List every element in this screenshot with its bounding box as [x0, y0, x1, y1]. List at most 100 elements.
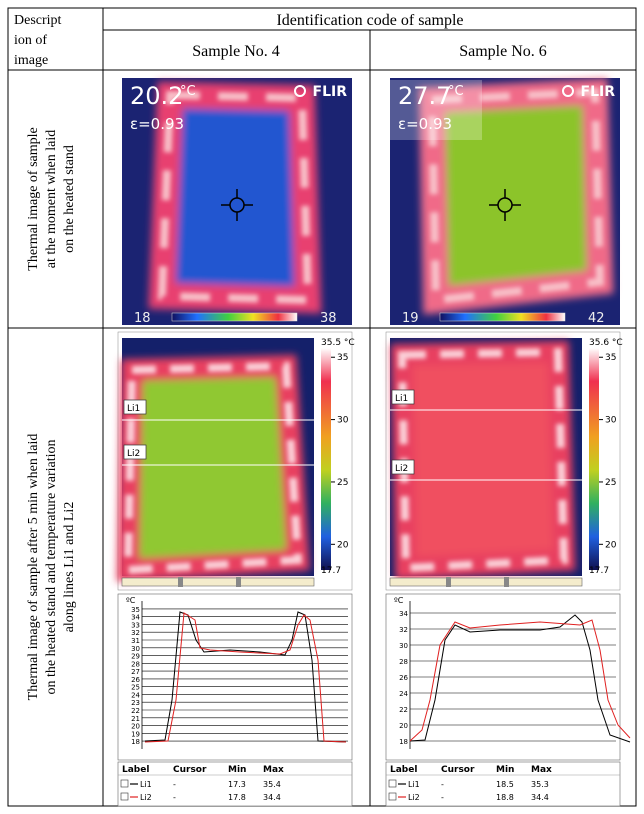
line-label: Li2 [127, 449, 140, 459]
legend-header: Cursor [173, 765, 207, 775]
legend-cell: - [441, 780, 444, 789]
temperature-unit: °C [448, 84, 464, 99]
colorbar-tick-label: 35 [337, 353, 348, 363]
chart-unit: ºC [126, 596, 136, 605]
y-tick-label: 26 [399, 674, 408, 682]
temperature: 20.2 [130, 82, 183, 110]
scale-max: 42 [588, 311, 605, 326]
colorbar-min: 17.7 [589, 566, 609, 576]
y-tick-label: 28 [399, 658, 408, 666]
color-scale [172, 313, 297, 321]
y-tick-label: 34 [131, 614, 140, 622]
scroll-thumb [178, 577, 183, 587]
legend-cell: 17.3 [228, 780, 246, 789]
legend-cell: Li2 [140, 793, 152, 802]
row-label-line: at the moment when laid [44, 130, 59, 268]
legend-cell: 34.4 [531, 793, 549, 802]
legend-header: Min [496, 765, 514, 775]
row-label-line: Thermal image of sample [26, 127, 41, 270]
colorbar-tick-label: 30 [605, 416, 617, 426]
header-description: Descript [14, 13, 62, 28]
document-table: Descript ion of image Identification cod… [0, 0, 644, 814]
colorbar [321, 348, 331, 570]
y-tick-label: 34 [399, 610, 408, 618]
legend-checkbox [121, 793, 128, 800]
legend-cell: Li1 [140, 780, 152, 789]
y-tick-label: 27 [131, 668, 140, 676]
colorbar-tick-label: 25 [605, 478, 616, 488]
legend-header: Cursor [441, 765, 475, 775]
legend-cell: 35.3 [531, 780, 549, 789]
scale-min: 19 [402, 311, 419, 326]
scale-max: 38 [320, 311, 337, 326]
scrollbar [122, 578, 314, 586]
row-label-line: along lines Li1 and Li2 [62, 502, 77, 633]
page: { "table": { "header": { "description": … [0, 0, 644, 814]
legend-checkbox [389, 780, 396, 787]
scroll-thumb [504, 577, 509, 587]
sample-name: Sample No. 4 [192, 43, 280, 60]
legend-cell: - [173, 793, 176, 802]
colorbar-tick-label: 25 [337, 478, 348, 488]
legend-cell: 34.4 [263, 793, 281, 802]
legend-header: Label [390, 765, 417, 775]
legend-header: Max [531, 765, 552, 775]
header-identification: Identification code of sample [276, 12, 463, 29]
colorbar [589, 348, 599, 570]
row-label-line: on the heated stand [62, 145, 77, 253]
emissivity: ε=0.93 [130, 115, 184, 133]
y-tick-label: 22 [131, 707, 140, 715]
line-label: Li2 [395, 464, 408, 474]
sample-frame [128, 366, 298, 570]
legend-cell: Li2 [408, 793, 420, 802]
header-description: ion of [14, 33, 47, 48]
y-tick-label: 32 [131, 629, 140, 637]
scrollbar [390, 578, 582, 586]
brand: FLIR [313, 84, 348, 100]
colorbar-max: 35.6 °C [589, 338, 623, 348]
y-tick-label: 20 [131, 723, 140, 731]
legend-header: Min [228, 765, 246, 775]
y-tick-label: 24 [399, 690, 408, 698]
y-tick-label: 33 [131, 621, 140, 629]
legend-header: Max [263, 765, 284, 775]
colorbar-min: 17.7 [321, 566, 341, 576]
scroll-thumb [446, 577, 451, 587]
legend-cell: 18.8 [496, 793, 514, 802]
y-tick-label: 29 [131, 653, 140, 661]
y-tick-label: 22 [399, 706, 408, 714]
y-tick-label: 23 [131, 699, 140, 707]
scroll-thumb [236, 577, 241, 587]
emissivity: ε=0.93 [398, 115, 452, 133]
y-tick-label: 32 [399, 626, 408, 634]
row-label: Thermal image of sample after 5 min when… [26, 434, 77, 701]
scale-min: 18 [134, 311, 151, 326]
line-label: Li1 [395, 394, 408, 404]
y-tick-label: 35 [131, 606, 140, 614]
colorbar-tick-label: 20 [605, 540, 617, 550]
temperature-unit: °C [180, 84, 196, 99]
colorbar-max: 35.5 °C [321, 338, 355, 348]
legend-cell: 35.4 [263, 780, 281, 789]
line-label: Li1 [127, 404, 140, 414]
chart-unit: ºC [394, 596, 404, 605]
colorbar-tick-label: 35 [605, 353, 616, 363]
legend-cell: 18.5 [496, 780, 514, 789]
y-tick-label: 30 [131, 645, 140, 653]
legend-cell: 17.8 [228, 793, 246, 802]
y-tick-label: 24 [131, 691, 140, 699]
header-description: image [14, 53, 48, 68]
y-tick-label: 19 [131, 730, 140, 738]
row-label: Thermal image of sample at the moment wh… [26, 127, 77, 270]
legend-header: Label [122, 765, 149, 775]
legend-cell: Li1 [408, 780, 420, 789]
temperature: 27.7 [398, 82, 451, 110]
colorbar-tick-label: 30 [337, 416, 349, 426]
y-tick-label: 18 [399, 738, 408, 746]
legend-cell: - [441, 793, 444, 802]
y-tick-label: 25 [131, 684, 140, 692]
y-tick-label: 18 [131, 738, 140, 746]
legend-cell: - [173, 780, 176, 789]
row-label-line: Thermal image of sample after 5 min when… [26, 434, 41, 701]
